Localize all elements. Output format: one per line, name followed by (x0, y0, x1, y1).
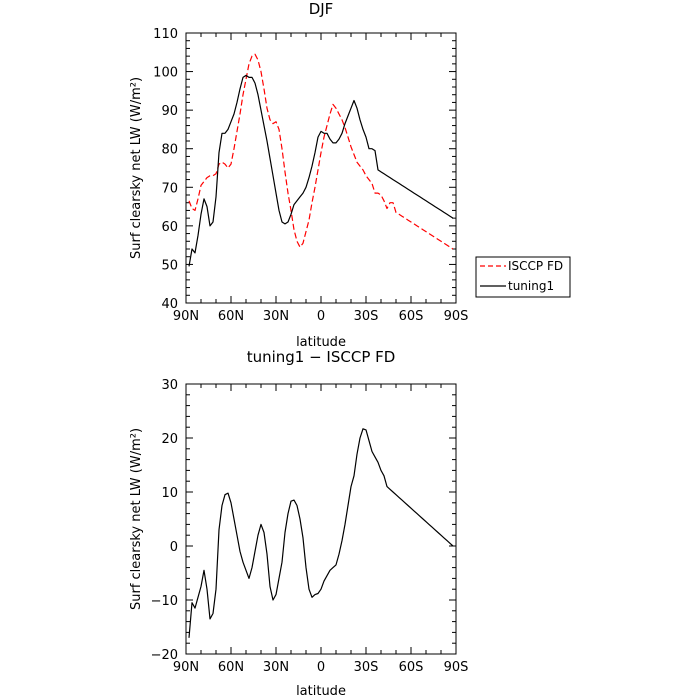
bottom-x-tick-label: 0 (317, 660, 325, 675)
bottom-plot-frame (185, 383, 457, 655)
bottom-y-tick-label: 20 (161, 432, 178, 447)
top-y-tick-label: 110 (153, 27, 178, 42)
bottom-x-tick-label: 60S (399, 660, 424, 675)
bottom-x-tick-label: 30S (354, 660, 379, 675)
panel-top: DJF 90N 60N 30N 0 30S 60S 90S 40 50 60 70 80 90 100 11… (129, 0, 468, 350)
bottom-x-tick-label: 60N (218, 660, 244, 675)
legend-label-isccp: ISCCP FD (508, 259, 563, 273)
top-x-tick-label: 90N (173, 309, 199, 324)
bottom-x-tick-label: 30N (263, 660, 289, 675)
panel-bottom: tuning1 − ISCCP FD 90N 60N 30N 0 30S 60S 90S −2… (129, 348, 468, 699)
top-series-line-isccp-fd (188, 53, 454, 250)
top-series-lines (188, 53, 454, 267)
top-y-tick-label: 50 (161, 258, 178, 273)
bottom-chart-title: tuning1 − ISCCP FD (247, 348, 396, 366)
bottom-y-axis-label: Surf clearsky net LW (W/m²) (129, 428, 144, 610)
top-x-axis-label: latitude (296, 335, 346, 350)
top-y-tick-label: 80 (161, 143, 178, 158)
bottom-x-tick-label: 90S (444, 660, 469, 675)
top-axis-ticks: 90N 60N 30N 0 30S 60S 90S 40 50 60 70 80 90 100 110 (153, 27, 468, 324)
top-y-axis-label: Surf clearsky net LW (W/m²) (129, 77, 144, 259)
bottom-y-tick-label: 10 (161, 486, 178, 501)
top-x-tick-label: 0 (317, 309, 325, 324)
bottom-y-tick-label: 30 (161, 378, 178, 393)
bottom-series-lines (188, 428, 454, 638)
legend-label-tuning1: tuning1 (508, 279, 554, 293)
top-x-tick-label: 30S (354, 309, 379, 324)
bottom-y-tick-label: −20 (151, 648, 178, 663)
top-chart-title: DJF (309, 0, 334, 18)
top-x-tick-label: 90S (444, 309, 469, 324)
bottom-x-axis-label: latitude (296, 684, 346, 699)
top-y-tick-label: 90 (161, 104, 178, 119)
top-y-tick-label: 70 (161, 181, 178, 196)
bottom-y-tick-label: −10 (151, 594, 178, 609)
top-y-tick-label: 100 (153, 66, 178, 81)
top-plot-frame (185, 32, 457, 304)
top-y-tick-label: 60 (161, 220, 178, 235)
top-x-tick-label: 30N (263, 309, 289, 324)
legend-box (475, 256, 571, 298)
bottom-axis-ticks: 90N 60N 30N 0 30S 60S 90S −20 −10 0 10 20 30 (151, 378, 469, 675)
bottom-y-tick-label: 0 (170, 540, 178, 555)
top-x-tick-label: 60S (399, 309, 424, 324)
bottom-series-line-0 (188, 428, 454, 638)
top-y-tick-label: 40 (161, 297, 178, 312)
bottom-x-tick-label: 90N (173, 660, 199, 675)
legend: ISCCP FD tuning1 (475, 256, 571, 298)
top-series-line-tuning1 (188, 74, 454, 267)
top-x-tick-label: 60N (218, 309, 244, 324)
